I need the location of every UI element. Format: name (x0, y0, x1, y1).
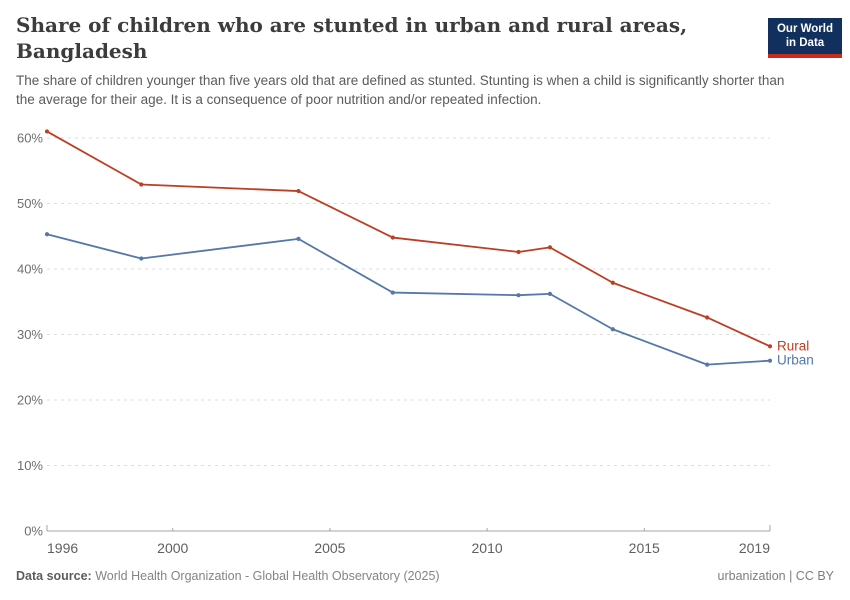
series-label-rural[interactable]: Rural (777, 338, 809, 353)
x-axis-tick-label: 2015 (629, 540, 660, 556)
owid-logo-red-bar (768, 53, 842, 58)
series-label-urban[interactable]: Urban (777, 353, 814, 368)
urban-data-point[interactable] (705, 362, 710, 367)
rural-data-point[interactable] (390, 235, 395, 240)
rural-series-line[interactable] (46, 130, 771, 348)
rural-data-point[interactable] (610, 280, 615, 285)
y-axis-tick-label: 40% (17, 262, 43, 277)
owid-logo-line2: in Data (785, 37, 825, 50)
x-axis-tick-label: 2019 (739, 540, 770, 556)
urban-data-point[interactable] (610, 327, 615, 332)
urban-data-point[interactable] (547, 291, 553, 296)
urban-data-point[interactable] (44, 232, 50, 237)
rural-data-point[interactable] (547, 245, 553, 250)
license-note[interactable]: urbanization | CC BY (717, 569, 835, 583)
rural-data-point[interactable] (767, 344, 773, 349)
x-axis-tick-label: 2000 (157, 540, 188, 556)
chart-footer: Data source: World Health Organization -… (16, 569, 834, 583)
rural-data-point[interactable] (44, 129, 50, 134)
rural-data-point[interactable] (705, 315, 710, 320)
y-axis-tick-label: 50% (17, 196, 43, 211)
rural-data-point[interactable] (139, 182, 144, 187)
x-axis-tick-label: 2005 (314, 540, 345, 556)
rural-data-point[interactable] (516, 249, 521, 255)
urban-data-point[interactable] (139, 256, 144, 261)
y-axis-tick-label: 20% (17, 393, 43, 408)
y-axis-tick-label: 10% (17, 458, 43, 473)
y-axis-tick-label: 0% (24, 524, 43, 539)
urban-data-point[interactable] (516, 293, 521, 298)
y-axis-tick-label: 60% (17, 131, 43, 146)
urban-data-point[interactable] (296, 236, 301, 241)
chart-title: Share of children who are stunted in urb… (16, 13, 688, 63)
owid-logo[interactable]: Our World in Data (768, 18, 842, 58)
chart-subtitle: The share of children younger than five … (16, 73, 785, 108)
urban-data-point[interactable] (390, 290, 395, 295)
data-source-label: Data source: (16, 569, 92, 583)
urban-series-line[interactable] (46, 233, 771, 366)
data-source-text: World Health Organization - Global Healt… (91, 569, 440, 583)
data-source: Data source: World Health Organization -… (16, 569, 440, 583)
rural-data-point[interactable] (296, 188, 301, 194)
x-axis-tick-label: 2010 (472, 540, 503, 556)
y-axis-tick-label: 30% (17, 327, 43, 342)
x-axis-tick-label: 1996 (47, 540, 78, 556)
urban-data-point[interactable] (767, 358, 773, 363)
owid-logo-line1: Our World (776, 23, 833, 35)
